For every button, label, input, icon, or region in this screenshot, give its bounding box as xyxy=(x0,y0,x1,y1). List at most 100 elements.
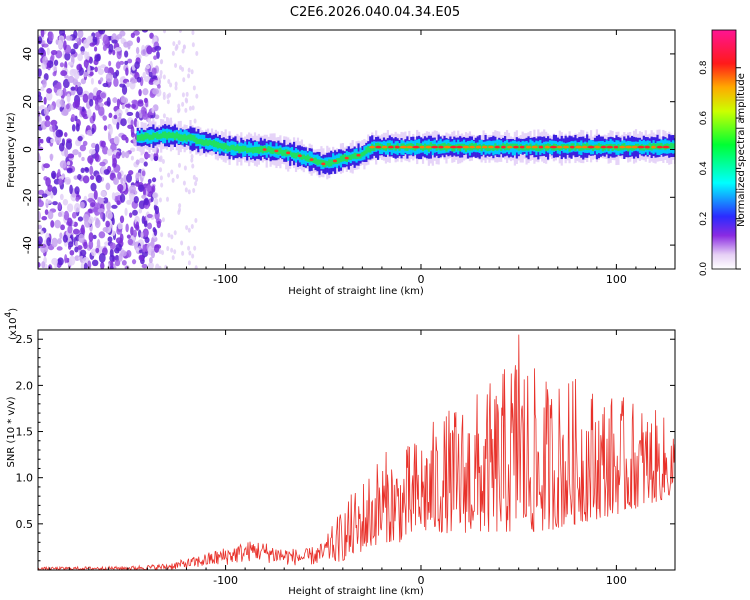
noise-speckle xyxy=(152,88,160,95)
noise-speckle xyxy=(51,257,58,266)
ridge-peak-cell xyxy=(531,145,538,149)
noise-speckle xyxy=(112,97,118,103)
ridge-peak-cell xyxy=(569,145,575,149)
noise-speckle-faint xyxy=(182,180,186,186)
noise-speckle-faint xyxy=(181,48,185,54)
noise-speckle-faint xyxy=(182,44,186,50)
ridge-cell xyxy=(269,146,272,154)
noise-speckle-faint xyxy=(167,79,171,85)
noise-speckle-faint xyxy=(181,101,185,107)
ridge-peak-cell xyxy=(574,145,583,149)
noise-speckle xyxy=(57,238,62,245)
ridge-cell xyxy=(617,143,620,151)
noise-speckle xyxy=(84,167,90,173)
noise-speckle xyxy=(57,202,62,210)
noise-speckle xyxy=(61,109,69,116)
noise-speckle-faint xyxy=(166,246,170,252)
ridge-cell xyxy=(175,131,178,139)
noise-speckle-faint xyxy=(180,240,184,246)
noise-speckle xyxy=(66,161,71,166)
ridge-peak-cell xyxy=(556,145,563,149)
ridge-cell xyxy=(281,149,284,157)
ridge-cell xyxy=(234,146,237,152)
noise-speckle xyxy=(124,50,129,58)
ridge-cell xyxy=(249,147,253,153)
noise-speckle-faint xyxy=(176,174,180,180)
ridge-cell xyxy=(205,138,208,146)
ridge-cell xyxy=(568,144,571,152)
noise-speckle xyxy=(59,30,66,37)
noise-speckle-faint xyxy=(185,225,189,231)
noise-speckle xyxy=(135,221,140,230)
noise-speckle-faint xyxy=(185,91,189,97)
noise-speckle xyxy=(75,37,80,42)
noise-speckle xyxy=(64,176,71,185)
noise-speckle xyxy=(83,262,88,269)
ridge-peak-cell xyxy=(494,145,500,149)
noise-speckle xyxy=(43,163,50,169)
ridge-cell xyxy=(480,145,483,152)
ridge-cell xyxy=(306,154,309,162)
noise-speckle xyxy=(115,151,121,159)
ridge-cell xyxy=(142,134,145,141)
ridge-cell xyxy=(418,143,421,149)
noise-speckle-faint xyxy=(187,245,191,251)
noise-speckle-faint xyxy=(184,187,188,193)
ridge-cell xyxy=(222,143,225,151)
noise-speckle xyxy=(102,145,109,155)
ridge-cell xyxy=(183,133,186,141)
noise-speckle xyxy=(57,211,63,217)
noise-speckle xyxy=(116,98,120,109)
noise-speckle-faint xyxy=(187,260,191,266)
ridge-cell xyxy=(279,147,282,155)
snr-scale-factor: (x104) xyxy=(4,308,19,340)
ridge-peak-cell xyxy=(475,145,482,149)
noise-speckle xyxy=(43,107,50,116)
noise-speckle xyxy=(77,30,84,39)
noise-speckle-faint xyxy=(177,209,181,215)
noise-speckle xyxy=(66,203,74,213)
noise-speckle xyxy=(81,156,85,162)
noise-speckle xyxy=(154,114,160,120)
noise-speckle xyxy=(141,263,148,269)
noise-speckle-faint xyxy=(158,265,162,269)
noise-speckle xyxy=(112,157,118,167)
noise-speckle xyxy=(98,231,106,239)
snr-panel: -100 0 100 0.5 1.0 1.5 2.0 2.5 Height of strai… xyxy=(4,308,676,597)
noise-speckle xyxy=(57,257,64,266)
noise-speckle xyxy=(47,210,54,220)
noise-speckle xyxy=(127,238,134,246)
noise-speckle-faint xyxy=(192,174,196,180)
noise-speckle xyxy=(59,62,65,68)
ridge-cell xyxy=(226,145,229,152)
noise-speckle-faint xyxy=(161,158,165,164)
ridge-cell xyxy=(220,143,223,150)
noise-speckle xyxy=(60,70,68,77)
ridge-cell xyxy=(218,142,221,149)
noise-speckle xyxy=(107,212,113,220)
noise-speckle-faint xyxy=(194,218,198,224)
colorbar: 0.0 0.2 0.4 0.6 0.8 Normalized spectral ampl… xyxy=(699,29,747,276)
noise-speckle xyxy=(83,39,90,49)
noise-speckle xyxy=(52,65,58,72)
noise-speckle xyxy=(54,219,61,229)
noise-speckle xyxy=(142,88,149,96)
ridge-cell xyxy=(193,135,196,142)
ridge-cell xyxy=(365,147,368,154)
noise-speckle xyxy=(58,178,63,186)
noise-speckle xyxy=(111,39,118,44)
noise-speckle xyxy=(113,77,119,88)
noise-speckle xyxy=(100,64,107,69)
noise-speckle xyxy=(41,193,48,198)
ridge-cell xyxy=(523,145,526,151)
noise-speckle xyxy=(118,112,122,119)
ridge-peak-cell xyxy=(656,145,663,149)
noise-speckle-faint xyxy=(159,69,163,75)
noise-speckle xyxy=(52,201,58,206)
noise-speckle xyxy=(38,262,41,268)
noise-speckle xyxy=(126,81,131,88)
noise-speckle xyxy=(69,48,76,55)
noise-speckle xyxy=(124,60,129,65)
noise-speckle-faint xyxy=(178,30,182,33)
noise-speckle xyxy=(80,167,85,174)
